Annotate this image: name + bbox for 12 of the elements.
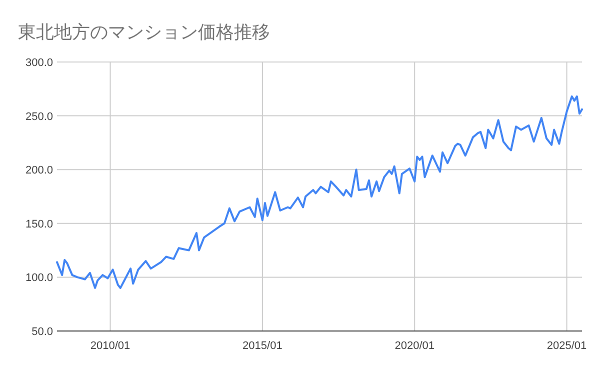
x-tick-label: 2010/01 [90, 340, 130, 352]
y-tick-label: 150.0 [25, 218, 53, 230]
y-tick-label: 300.0 [25, 57, 53, 69]
x-tick-label: 2020/01 [394, 340, 434, 352]
y-tick-label: 50.0 [32, 326, 53, 338]
chart-title: 東北地方のマンション価格推移 [18, 22, 270, 42]
x-tick-label: 2025/01 [546, 340, 587, 352]
y-tick-label: 100.0 [25, 272, 53, 284]
line-series [56, 95, 583, 289]
y-tick-label: 200.0 [25, 164, 53, 177]
y-tick-label: 250.0 [25, 110, 53, 123]
x-tick-label: 2015/01 [242, 340, 282, 352]
